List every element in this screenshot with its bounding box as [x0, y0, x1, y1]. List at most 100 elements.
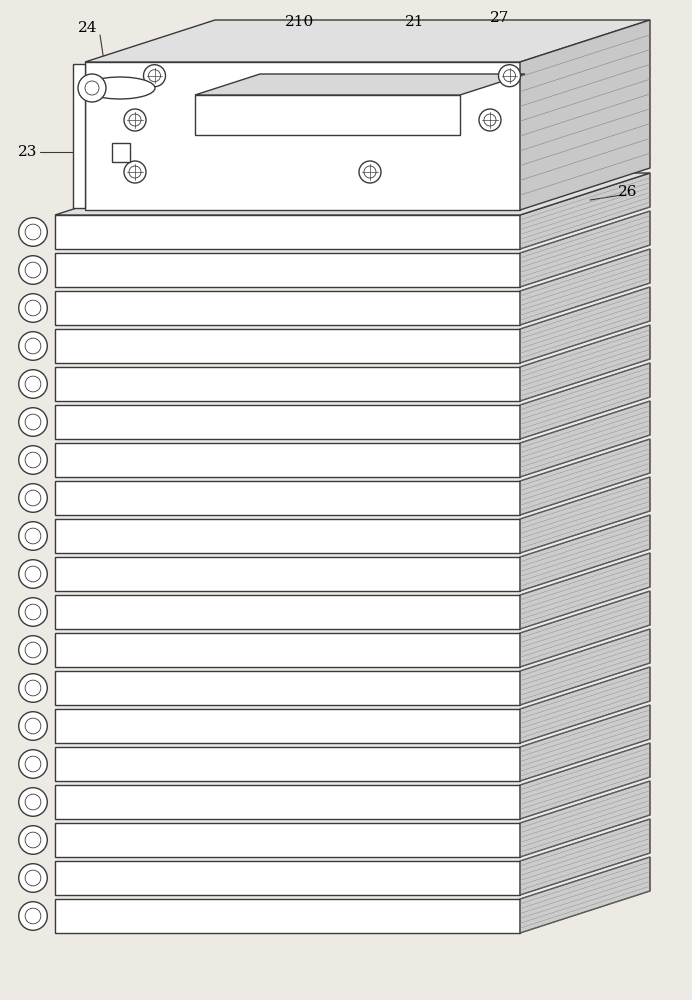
Circle shape — [364, 166, 376, 178]
Circle shape — [25, 338, 41, 354]
Circle shape — [19, 864, 47, 892]
Polygon shape — [73, 64, 85, 208]
Circle shape — [19, 370, 47, 398]
Circle shape — [19, 636, 47, 664]
Polygon shape — [520, 20, 650, 210]
Polygon shape — [55, 253, 520, 287]
Polygon shape — [55, 709, 520, 743]
Circle shape — [25, 604, 41, 620]
Circle shape — [479, 109, 501, 131]
Circle shape — [129, 114, 141, 126]
Circle shape — [19, 902, 47, 930]
Circle shape — [19, 218, 47, 246]
Polygon shape — [55, 291, 520, 325]
Text: 27: 27 — [491, 11, 510, 25]
Text: 23: 23 — [18, 145, 37, 159]
Circle shape — [124, 161, 146, 183]
Circle shape — [85, 81, 99, 95]
Polygon shape — [55, 633, 520, 667]
Polygon shape — [520, 249, 650, 325]
Circle shape — [149, 70, 161, 82]
Circle shape — [359, 161, 381, 183]
Polygon shape — [55, 173, 650, 215]
Polygon shape — [520, 515, 650, 591]
Polygon shape — [520, 743, 650, 819]
Polygon shape — [520, 553, 650, 629]
Circle shape — [19, 256, 47, 284]
Polygon shape — [55, 671, 520, 705]
Polygon shape — [112, 143, 130, 162]
Circle shape — [25, 680, 41, 696]
Polygon shape — [55, 367, 520, 401]
Polygon shape — [195, 74, 525, 95]
Text: 26: 26 — [618, 185, 638, 199]
Circle shape — [19, 712, 47, 740]
Circle shape — [124, 109, 146, 131]
Circle shape — [129, 166, 141, 178]
Circle shape — [25, 566, 41, 582]
Polygon shape — [55, 557, 520, 591]
Circle shape — [25, 414, 41, 430]
Polygon shape — [55, 823, 520, 857]
Circle shape — [19, 750, 47, 778]
Polygon shape — [520, 325, 650, 401]
Circle shape — [25, 224, 41, 240]
Circle shape — [25, 528, 41, 544]
Circle shape — [19, 788, 47, 816]
Circle shape — [19, 332, 47, 360]
Polygon shape — [195, 95, 460, 135]
Text: 21: 21 — [406, 15, 425, 29]
Polygon shape — [55, 215, 520, 249]
Circle shape — [19, 522, 47, 550]
Circle shape — [19, 484, 47, 512]
Polygon shape — [520, 477, 650, 553]
Text: 24: 24 — [78, 21, 98, 35]
Circle shape — [25, 870, 41, 886]
Polygon shape — [520, 857, 650, 933]
Circle shape — [19, 560, 47, 588]
Circle shape — [19, 408, 47, 436]
Polygon shape — [55, 595, 520, 629]
Circle shape — [19, 294, 47, 322]
Polygon shape — [520, 819, 650, 895]
Polygon shape — [55, 405, 520, 439]
Polygon shape — [520, 287, 650, 363]
Circle shape — [25, 642, 41, 658]
Polygon shape — [55, 861, 520, 895]
Polygon shape — [520, 629, 650, 705]
Polygon shape — [55, 329, 520, 363]
Polygon shape — [520, 667, 650, 743]
Ellipse shape — [85, 77, 155, 99]
Polygon shape — [520, 439, 650, 515]
Polygon shape — [85, 20, 650, 62]
Polygon shape — [520, 173, 650, 249]
Circle shape — [25, 490, 41, 506]
Polygon shape — [55, 443, 520, 477]
Circle shape — [25, 718, 41, 734]
Polygon shape — [55, 747, 520, 781]
Text: 210: 210 — [285, 15, 315, 29]
Circle shape — [19, 826, 47, 854]
Circle shape — [25, 452, 41, 468]
Circle shape — [498, 65, 520, 87]
Polygon shape — [55, 481, 520, 515]
Polygon shape — [55, 785, 520, 819]
Circle shape — [504, 70, 516, 82]
Circle shape — [25, 756, 41, 772]
Circle shape — [143, 65, 165, 87]
Polygon shape — [520, 591, 650, 667]
Circle shape — [25, 376, 41, 392]
Circle shape — [19, 598, 47, 626]
Circle shape — [25, 908, 41, 924]
Circle shape — [25, 300, 41, 316]
Polygon shape — [520, 363, 650, 439]
Circle shape — [78, 74, 106, 102]
Circle shape — [19, 446, 47, 474]
Polygon shape — [520, 211, 650, 287]
Circle shape — [25, 262, 41, 278]
Circle shape — [484, 114, 496, 126]
Polygon shape — [85, 62, 520, 210]
Circle shape — [25, 794, 41, 810]
Polygon shape — [55, 899, 520, 933]
Polygon shape — [520, 401, 650, 477]
